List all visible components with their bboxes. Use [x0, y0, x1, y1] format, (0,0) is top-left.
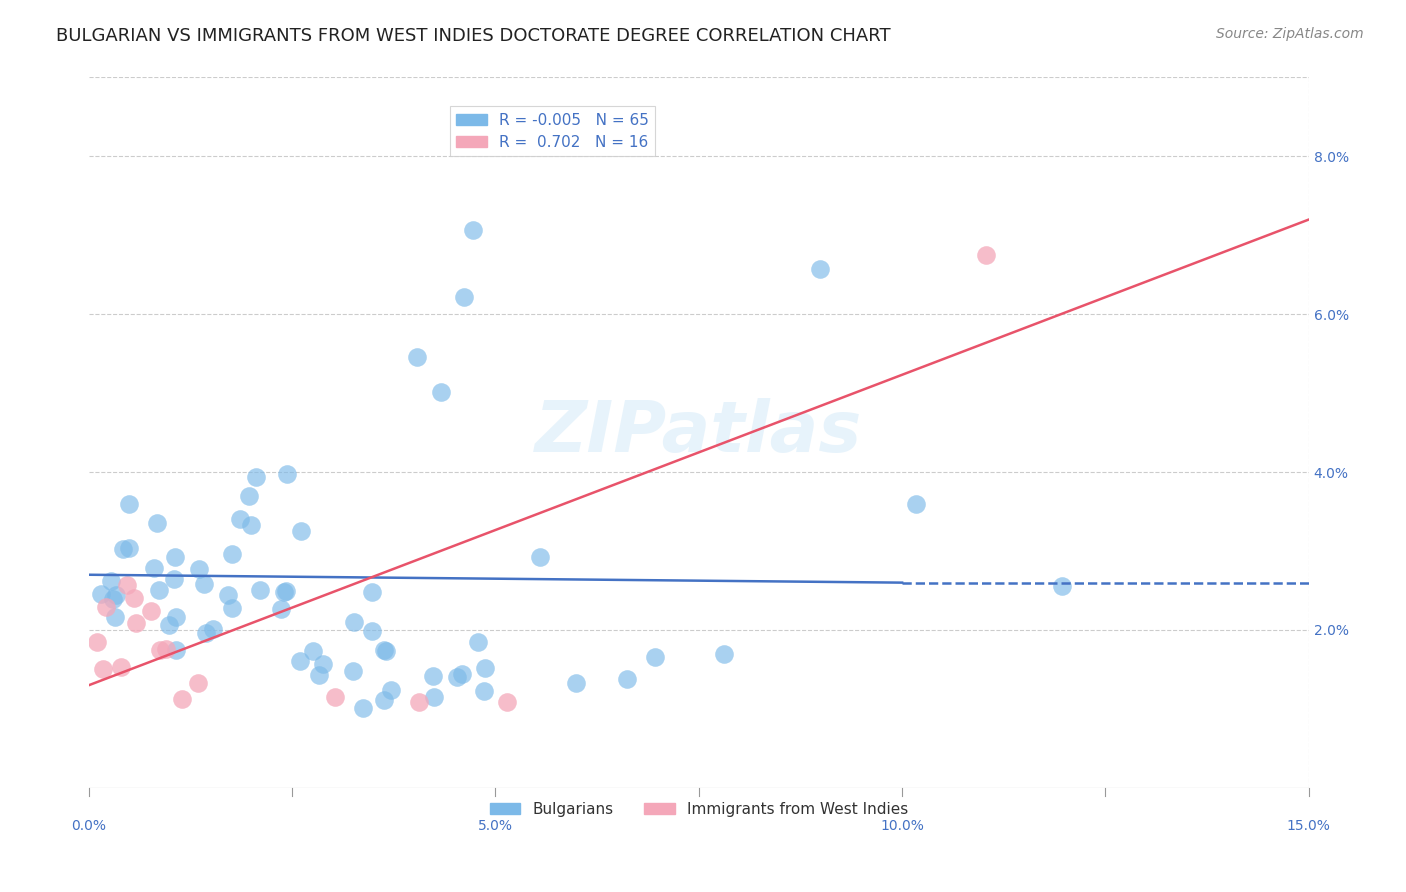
- Point: [86, 634, 108, 648]
- Point: [713, 647, 735, 661]
- Point: [461, 223, 484, 237]
- Point: [193, 577, 215, 591]
- Point: [308, 668, 330, 682]
- Point: [373, 643, 395, 657]
- Point: [100, 574, 122, 588]
- Point: [273, 584, 295, 599]
- Point: [245, 470, 267, 484]
- Point: [565, 676, 588, 690]
- Point: [188, 561, 211, 575]
- Point: [616, 672, 638, 686]
- Point: [451, 667, 474, 681]
- Point: [352, 701, 374, 715]
- Point: [375, 644, 398, 658]
- Point: [342, 664, 364, 678]
- Point: [974, 248, 997, 262]
- Point: [467, 635, 489, 649]
- Point: [290, 524, 312, 538]
- Text: 0.0%: 0.0%: [72, 820, 107, 833]
- Point: [323, 690, 346, 704]
- Point: [165, 643, 187, 657]
- Text: Source: ZipAtlas.com: Source: ZipAtlas.com: [1216, 27, 1364, 41]
- Point: [157, 617, 180, 632]
- Point: [529, 549, 551, 564]
- Point: [125, 615, 148, 630]
- Text: 5.0%: 5.0%: [478, 820, 513, 833]
- Point: [238, 489, 260, 503]
- Point: [118, 541, 141, 555]
- Point: [118, 497, 141, 511]
- Point: [112, 542, 135, 557]
- Point: [148, 583, 170, 598]
- Point: [361, 624, 384, 639]
- Point: [276, 467, 298, 482]
- Point: [274, 584, 297, 599]
- Point: [195, 626, 218, 640]
- Point: [453, 290, 475, 304]
- Point: [201, 622, 224, 636]
- Point: [155, 641, 177, 656]
- Point: [103, 592, 125, 607]
- Point: [904, 497, 927, 511]
- Point: [217, 588, 239, 602]
- Point: [312, 657, 335, 671]
- Point: [422, 669, 444, 683]
- Point: [165, 610, 187, 624]
- Point: [240, 517, 263, 532]
- Text: ZIPatlas: ZIPatlas: [536, 398, 862, 467]
- Point: [221, 600, 243, 615]
- Point: [105, 588, 128, 602]
- Text: BULGARIAN VS IMMIGRANTS FROM WEST INDIES DOCTORATE DEGREE CORRELATION CHART: BULGARIAN VS IMMIGRANTS FROM WEST INDIES…: [56, 27, 891, 45]
- Point: [221, 547, 243, 561]
- Text: 10.0%: 10.0%: [880, 820, 924, 833]
- Point: [270, 602, 292, 616]
- Point: [228, 512, 250, 526]
- Point: [149, 642, 172, 657]
- Point: [373, 693, 395, 707]
- Point: [429, 385, 451, 400]
- Point: [408, 695, 430, 709]
- Point: [380, 682, 402, 697]
- Point: [249, 583, 271, 598]
- Point: [90, 586, 112, 600]
- Legend: Bulgarians, Immigrants from West Indies: Bulgarians, Immigrants from West Indies: [484, 796, 914, 822]
- Point: [124, 591, 146, 606]
- Point: [496, 695, 519, 709]
- Point: [423, 690, 446, 704]
- Point: [163, 572, 186, 586]
- Point: [91, 662, 114, 676]
- Point: [115, 578, 138, 592]
- Point: [104, 610, 127, 624]
- Point: [163, 549, 186, 564]
- Point: [301, 644, 323, 658]
- Point: [110, 660, 132, 674]
- Point: [472, 683, 495, 698]
- Point: [142, 561, 165, 575]
- Point: [446, 670, 468, 684]
- Point: [808, 262, 831, 277]
- Point: [644, 650, 666, 665]
- Point: [1050, 579, 1073, 593]
- Point: [139, 604, 162, 618]
- Point: [146, 516, 169, 530]
- Point: [94, 600, 117, 615]
- Point: [474, 661, 496, 675]
- Point: [172, 692, 194, 706]
- Point: [187, 675, 209, 690]
- Point: [406, 350, 429, 364]
- Text: 15.0%: 15.0%: [1286, 820, 1330, 833]
- Point: [288, 654, 311, 668]
- Point: [361, 584, 384, 599]
- Point: [343, 615, 366, 630]
